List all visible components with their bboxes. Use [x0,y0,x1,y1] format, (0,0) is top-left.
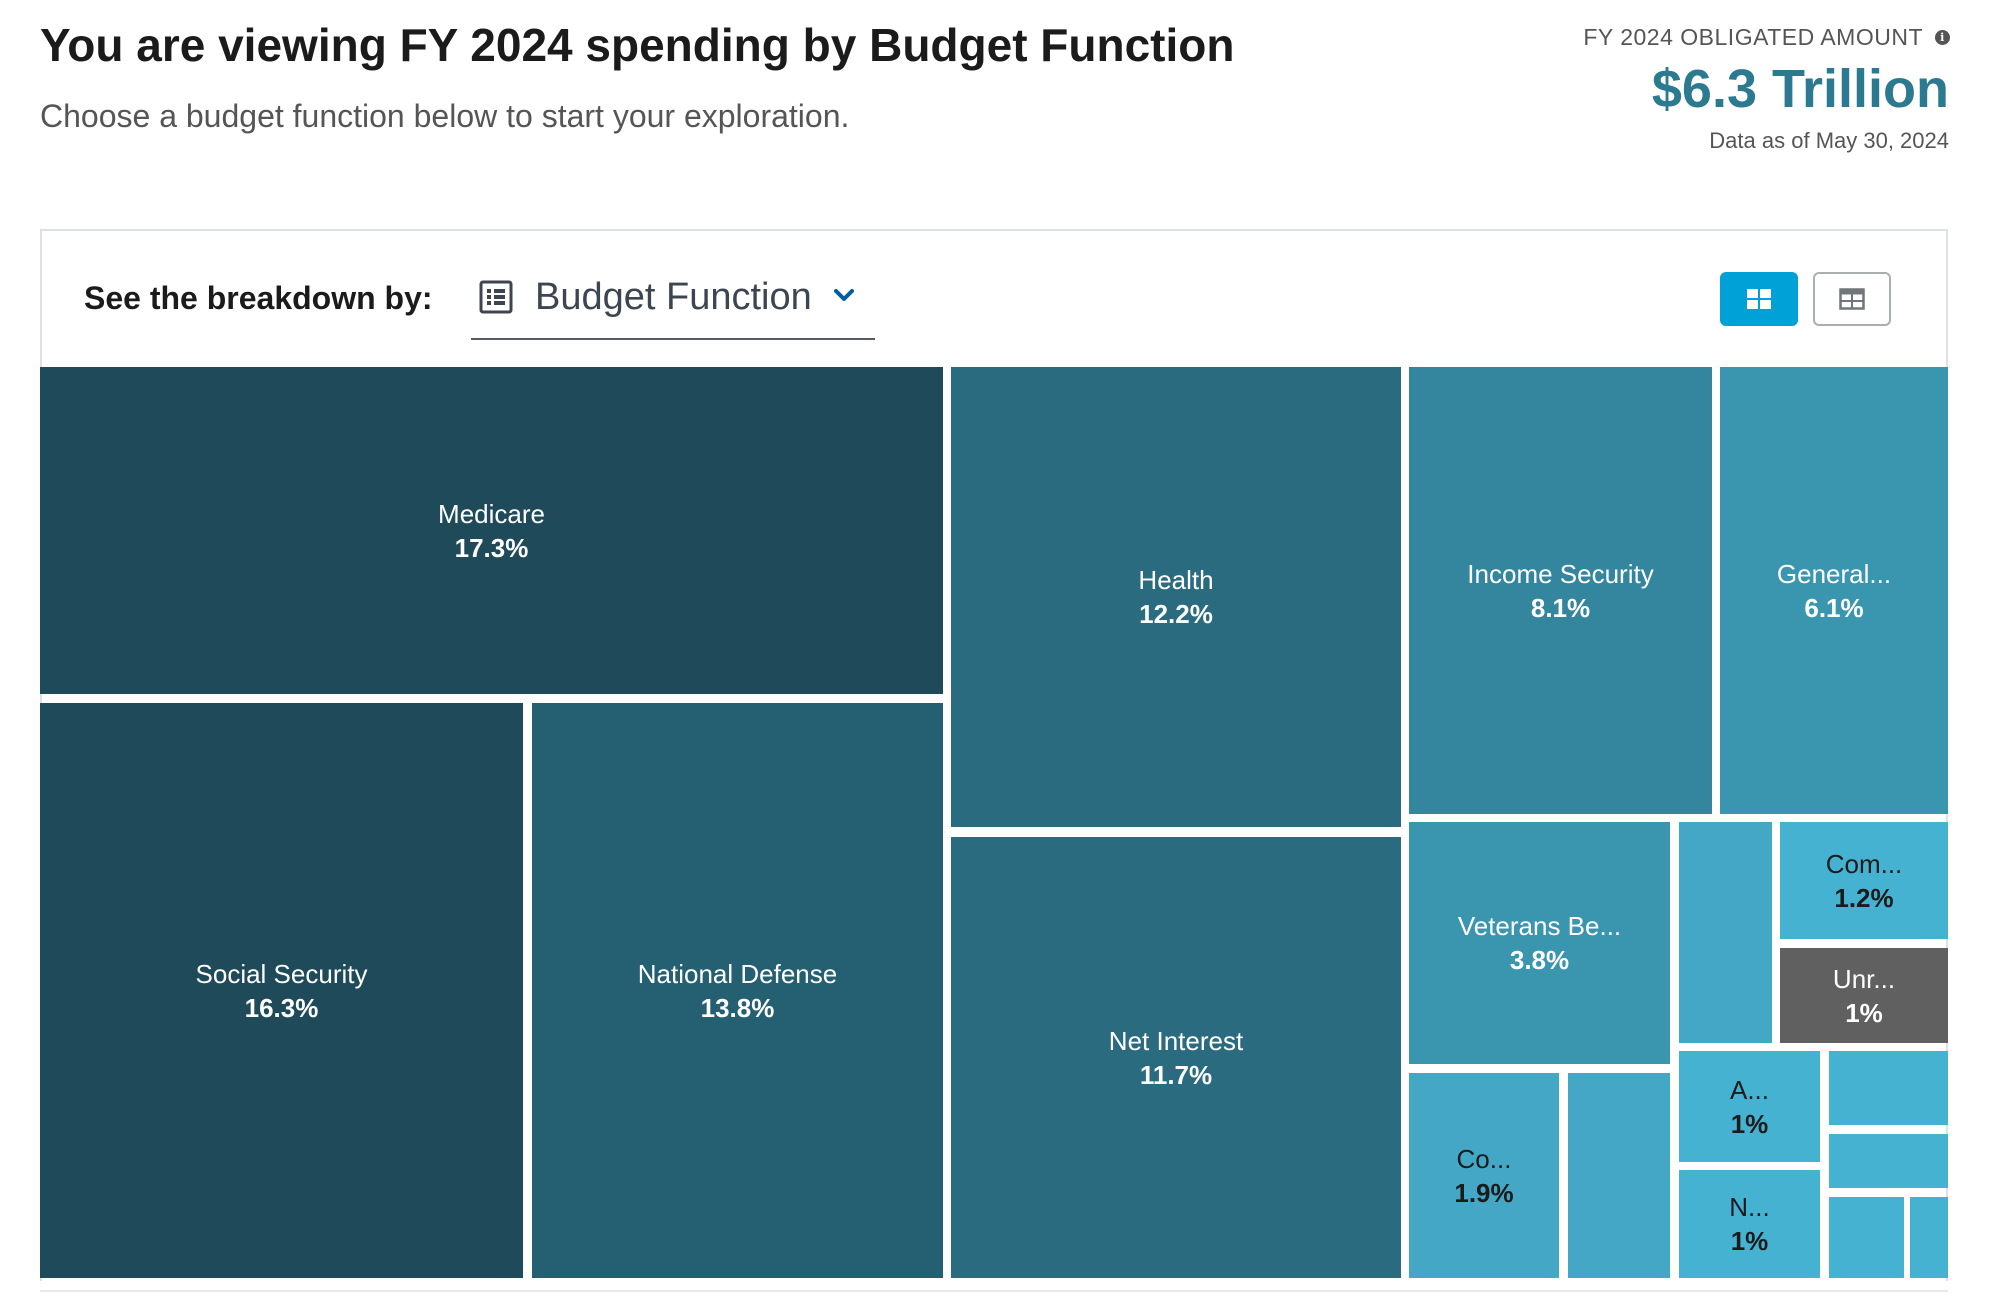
breakdown-label: See the breakdown by: [84,280,433,316]
data-as-of-date: Data as of May 30, 2024 [1709,128,1949,153]
treemap-tile-percent: 1% [1845,997,1883,1028]
treemap-tile[interactable] [1829,1197,1904,1278]
treemap-tile-percent: 12.2% [1139,599,1213,629]
treemap-tile-percent: 6.1% [1804,592,1864,623]
treemap-tile-label: Social Security [195,958,368,989]
treemap-tile[interactable]: Unr... 1% [1780,948,1948,1043]
treemap-view-button[interactable] [1720,272,1798,326]
treemap-tile[interactable]: N... 1% [1679,1170,1820,1278]
page-title: You are viewing FY 2024 spending by Budg… [40,19,1235,71]
obligated-amount-label-text: FY 2024 OBLIGATED AMOUNT [1583,24,1923,50]
treemap-tile[interactable] [1679,822,1772,1043]
budget-function-treemap: Medicare 17.3% Social Security 16.3% Nationa… [40,367,1948,1278]
breakdown-dropdown[interactable]: Budget Function [471,268,875,340]
treemap-tile[interactable] [1829,1051,1948,1125]
treemap-tile-label: Com... [1825,848,1903,879]
treemap-tile[interactable]: Social Security 16.3% [40,703,523,1278]
treemap-tile[interactable] [1829,1134,1948,1188]
treemap-tile-percent: 17.3% [454,532,529,563]
page-subtitle: Choose a budget function below to start … [40,98,850,134]
treemap-tile-label: Veterans Be... [1457,911,1622,941]
treemap-tile-percent: 1.2% [1834,882,1894,913]
treemap-tile[interactable]: Com... 1.2% [1780,822,1948,939]
breakdown-dropdown-value: Budget Function [535,276,812,318]
treemap-tile-percent: 8.1% [1530,592,1591,623]
treemap-tile-label: Medicare [438,498,545,529]
treemap-tile[interactable]: Medicare 17.3% [40,367,943,694]
grid-icon [1747,289,1771,309]
obligated-amount-label: FY 2024 OBLIGATED AMOUNT i [1583,24,1950,51]
table-icon [1839,288,1865,310]
treemap-tile-percent: 16.3% [244,992,319,1023]
table-view-button[interactable] [1813,272,1891,326]
treemap-tile-label: Unr... [1832,963,1896,994]
treemap-tile-label: A... [1729,1074,1769,1105]
treemap-tile[interactable]: Net Interest 11.7% [951,837,1401,1278]
obligated-amount-value: $6.3 Trillion [1651,59,1949,119]
treemap-tile[interactable]: Co... 1.9% [1409,1073,1559,1278]
treemap-tile-percent: 1% [1730,1226,1769,1256]
chevron-down-icon [834,289,854,301]
treemap-bottom-edge [40,1290,1948,1292]
treemap-tile[interactable]: Veterans Be... 3.8% [1409,822,1670,1064]
treemap-tile-label: Net Interest [1108,1025,1244,1056]
table-list-icon [479,280,513,314]
treemap-tile-label: Co... [1456,1143,1512,1174]
treemap-tile-percent: 1.9% [1454,1177,1514,1208]
treemap-tile-percent: 13.8% [700,992,775,1023]
treemap-tile[interactable] [1568,1073,1670,1278]
treemap-tile-label: Health [1138,565,1214,595]
info-icon[interactable]: i [1935,30,1950,45]
treemap-tile[interactable]: Income Security 8.1% [1409,367,1712,814]
treemap-tile[interactable]: General... 6.1% [1720,367,1948,814]
treemap-tile[interactable] [1910,1197,1948,1278]
treemap-tile-label: N... [1729,1192,1770,1222]
treemap-tile-label: National Defense [637,958,838,989]
treemap-tile-percent: 11.7% [1139,1059,1213,1090]
treemap-tile[interactable]: Health 12.2% [951,367,1401,827]
treemap-tile-percent: 1% [1730,1108,1769,1139]
treemap-tile[interactable]: A... 1% [1679,1051,1820,1162]
treemap-tile[interactable]: National Defense 13.8% [532,703,943,1278]
treemap-tile-percent: 3.8% [1509,945,1570,975]
treemap-tile-label: Income Security [1467,558,1654,589]
treemap-tile-label: General... [1776,558,1892,589]
